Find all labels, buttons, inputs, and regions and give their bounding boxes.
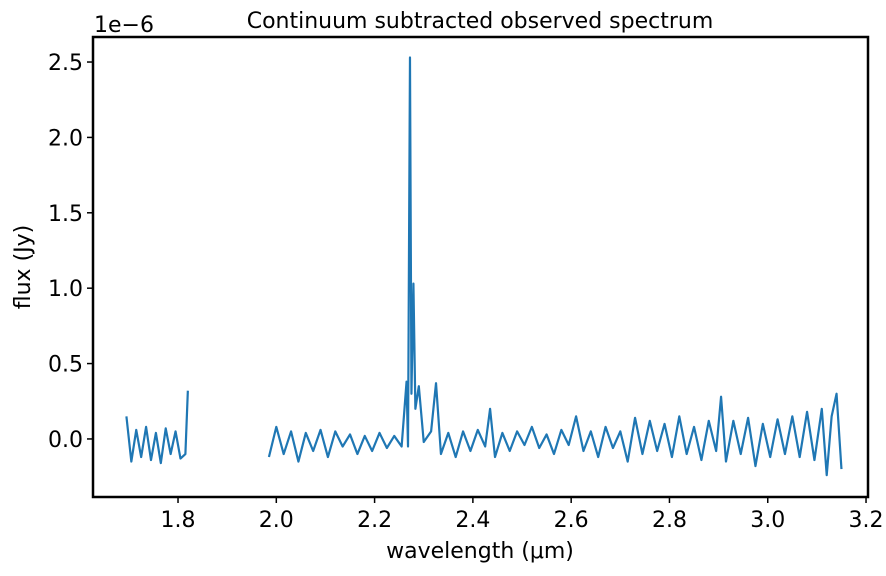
- y-tick-label: 2.0: [48, 126, 83, 151]
- x-tick-label: 2.0: [259, 508, 294, 533]
- x-axis-label: wavelength (μm): [386, 539, 574, 564]
- x-tick-label: 2.2: [357, 508, 392, 533]
- y-tick-label: 0.0: [48, 428, 83, 453]
- y-tick-label: 2.5: [48, 51, 83, 76]
- x-tick-label: 1.8: [161, 508, 196, 533]
- x-tick-label: 3.0: [750, 508, 785, 533]
- x-tick-label: 2.4: [455, 508, 490, 533]
- x-tick-label: 2.6: [554, 508, 589, 533]
- plot-frame: [91, 35, 870, 499]
- y-axis-label: flux (Jy): [11, 225, 36, 310]
- x-tick-label: 3.2: [849, 508, 884, 533]
- spectrum-line: [125, 56, 843, 477]
- y-tick-label: 0.5: [48, 353, 83, 378]
- chart-title: Continuum subtracted observed spectrum: [247, 9, 714, 34]
- y-offset-label: 1e−6: [94, 13, 154, 38]
- x-tick-label: 2.8: [652, 508, 687, 533]
- y-tick-label: 1.0: [48, 277, 83, 302]
- y-tick-label: 1.5: [48, 202, 83, 227]
